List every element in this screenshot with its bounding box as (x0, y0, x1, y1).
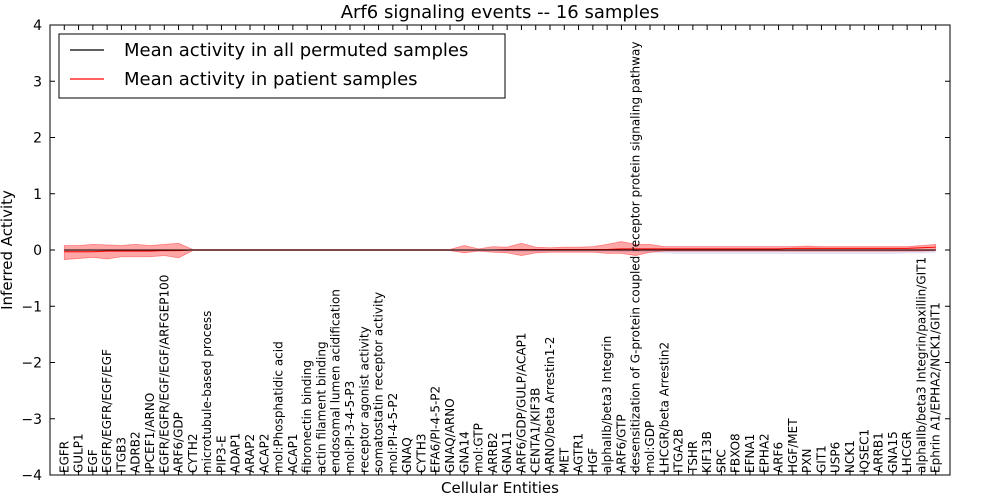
x-tick-label: receptor agonist activity (357, 326, 371, 473)
x-tick-label: HGF/MET (786, 418, 800, 473)
y-tick-label: −3 (21, 412, 42, 428)
x-tick-label: mol:GTP (472, 423, 486, 473)
x-tick-label: ACAP2 (257, 434, 271, 473)
y-tick-label: 3 (33, 74, 42, 90)
legend-label-patient: Mean activity in patient samples (124, 69, 418, 90)
x-tick-label: ARF6 (772, 442, 786, 473)
x-tick-label: alphaIIb/beta3 Integrin (600, 336, 614, 473)
x-axis-label: Cellular Entities (441, 479, 559, 497)
x-tick-label: ARF6/GTP (614, 414, 628, 473)
y-tick-label: 0 (33, 243, 42, 259)
x-tick-label: TSHR (686, 441, 700, 474)
x-tick-label: USP6 (829, 442, 843, 473)
x-tick-label: LHCGR (900, 431, 914, 473)
x-tick-label: GNAQ/ARNO (443, 398, 457, 473)
x-tick-label: CENTA1/KIF3B (529, 388, 543, 473)
x-tick-label: FBXO8 (729, 433, 743, 473)
confidence-bands (63, 241, 937, 260)
plot-frame (49, 24, 951, 476)
x-tick-label: mol:PI-3-4-5-P3 (343, 381, 357, 473)
x-tick-label: mol:PI-4-5-P2 (386, 393, 400, 473)
x-tick-label: alphaIIb/beta3 Integrin/paxillin/GIT1 (914, 257, 928, 473)
x-tick-label: NCK1 (843, 440, 857, 473)
x-tick-label: PXN (800, 449, 814, 473)
x-tick-label: CYTH3 (414, 434, 428, 474)
x-tick-label: EGFR/EGFR/EGF/EGF/ARFGEP100 (157, 275, 171, 473)
y-tick-label: −2 (21, 356, 42, 372)
x-tick-label: GIT1 (814, 445, 828, 473)
x-tick-label: IPCEF1/ARNO (143, 393, 157, 473)
x-tick-label: EFNA1 (743, 434, 757, 473)
x-tick-label: GNA14 (457, 431, 471, 473)
x-tick-label: PIP3-E (214, 435, 228, 473)
x-tick-label: KIF13B (700, 431, 714, 473)
y-tick-label: −1 (21, 299, 42, 315)
x-tick-label: ARNO/beta Arrestin1-2 (543, 337, 557, 473)
x-tick-label: ACAP1 (286, 434, 300, 473)
x-tick-label: endosomal lumen acidification (329, 289, 343, 473)
x-tick-label: ARAP2 (243, 434, 257, 473)
x-tick-label: somatostatin receptor activity (372, 292, 386, 473)
x-tick-label: EGF (86, 449, 100, 473)
x-tick-label: EPHA2 (757, 433, 771, 473)
x-tick-label: LHCGR/beta Arrestin2 (657, 342, 671, 473)
x-tick-label: ARRB1 (872, 432, 886, 473)
x-tick-label: SRC (714, 449, 728, 473)
legend-box (58, 33, 506, 99)
x-tick-label: HGF (586, 448, 600, 473)
x-tick-label: ADAP1 (229, 433, 243, 473)
band-patient (63, 241, 937, 260)
x-tick-label: EGFR/EGFR/EGF/EGF (100, 349, 114, 473)
x-tick-label: fibronectin binding (300, 360, 314, 473)
chart-title: Arf6 signaling events -- 16 samples (341, 2, 660, 23)
y-ticks: −4 −3 −2 −1 0 1 2 3 4 (21, 18, 950, 484)
y-tick-label: 4 (33, 18, 42, 34)
y-tick-label: 2 (33, 131, 42, 147)
x-tick-label: ARF6/GDP/GULP/ACAP1 (514, 333, 528, 473)
x-tick-label: GNAQ (400, 437, 414, 473)
x-tick-label: IQSEC1 (857, 429, 871, 473)
x-tick-label: Ephrin A1/EPHA2/NCK1/GIT1 (929, 302, 943, 473)
x-tick-labels: EGFR GULP1 EGF EGFR/EGFR/EGF/EGF ITGB3 ADRB2 I… (57, 42, 942, 474)
band-permuted (64, 249, 936, 254)
y-axis-label: Inferred Activity (0, 190, 16, 310)
x-tick-label: GNA15 (886, 431, 900, 473)
x-tick-label: ARF6/GDP (172, 412, 186, 473)
x-tick-label: GULP1 (72, 433, 86, 473)
x-tick-label: GNA11 (500, 431, 514, 473)
y-tick-label: 1 (33, 187, 42, 203)
x-tick-label: desensitization of G-protein coupled rec… (629, 42, 643, 473)
x-ticks (63, 25, 937, 475)
x-tick-label: CYTH2 (186, 434, 200, 474)
x-tick-label: microtubule-based process (200, 311, 214, 473)
series-lines (64, 246, 936, 253)
y-tick-label: −4 (21, 468, 42, 484)
legend: Mean activity in all permuted samples Me… (58, 33, 506, 99)
x-tick-label: mol:Phosphatidic acid (272, 341, 286, 473)
x-tick-label: mol:GDP (643, 421, 657, 473)
legend-label-permuted: Mean activity in all permuted samples (124, 40, 468, 61)
x-tick-label: MET (557, 447, 571, 473)
x-tick-label: ADRB2 (129, 431, 143, 473)
x-tick-label: ITGB3 (114, 437, 128, 473)
x-tick-label: EFA6/PI-4-5-P2 (429, 386, 443, 473)
x-tick-label: AGTR1 (572, 433, 586, 473)
x-tick-label: EGFR (57, 441, 71, 473)
x-tick-label: actin filament binding (314, 341, 328, 473)
x-tick-label: ARRB2 (486, 432, 500, 473)
x-tick-label: ITGA2B (672, 429, 686, 473)
